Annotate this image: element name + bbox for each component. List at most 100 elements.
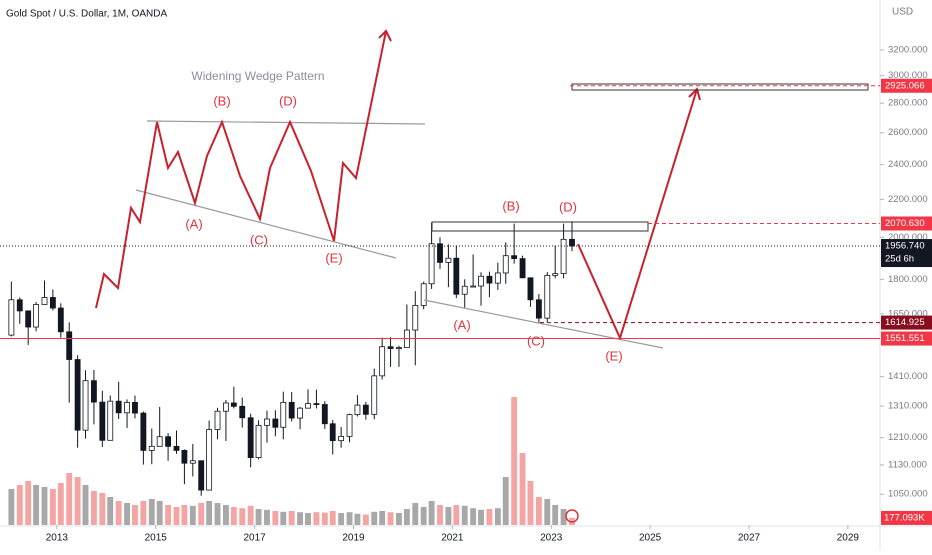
candle-body (206, 429, 213, 491)
arrow-head (378, 29, 392, 42)
wave-label: (C) (250, 232, 268, 247)
price-tag (881, 216, 932, 231)
volume-bar (362, 514, 369, 525)
volume-bar (90, 491, 97, 525)
volume-bar (33, 485, 40, 525)
price-tag (881, 315, 932, 330)
candle-body (371, 375, 378, 415)
volume-bar (247, 505, 254, 525)
candle-body (91, 380, 97, 403)
candle-body (148, 445, 155, 451)
wave-label: (A) (453, 317, 470, 332)
price-tag (881, 78, 932, 93)
pattern-label: Widening Wedge Pattern (191, 69, 324, 83)
candle-body (272, 418, 279, 428)
volume-bar (230, 507, 237, 525)
candle-body (107, 400, 114, 441)
volume-bar (280, 511, 287, 525)
candle-body (379, 346, 386, 377)
candle-body (453, 257, 460, 295)
volume-bar (478, 509, 484, 525)
volume-bar (502, 477, 509, 525)
candle-body (74, 359, 81, 431)
price-tag-label: 1614.925 (885, 317, 925, 328)
candle-body (33, 304, 40, 328)
volume-bar (66, 473, 73, 525)
volume-bar (527, 481, 534, 525)
y-tick-label: 2200.000 (888, 194, 928, 205)
candle-body (313, 403, 320, 405)
x-tick-label: 2025 (639, 533, 662, 544)
price-tag (881, 239, 932, 268)
volume-bar (371, 511, 378, 525)
volume-bar (544, 499, 551, 525)
volume-bar (165, 505, 172, 525)
volume-bar (173, 507, 180, 525)
volume-bar (181, 505, 188, 525)
wave-label: (E) (605, 348, 622, 363)
volume-bar (519, 453, 526, 525)
y-tick-label: 1410.000 (888, 371, 928, 382)
volume-bar (255, 509, 262, 525)
candle-body (519, 258, 526, 279)
volume-bar (222, 505, 229, 525)
volume-bar (25, 481, 32, 525)
volume-bar (198, 503, 205, 525)
volume-tag (881, 510, 932, 525)
candle-body (544, 274, 551, 319)
candle-body (387, 346, 394, 349)
y-tick-label: 1050.000 (888, 489, 928, 500)
volume-bar (264, 509, 270, 525)
price-tag-label: 1551.551 (885, 333, 925, 344)
price-tag (881, 331, 932, 346)
candle-body (16, 299, 23, 312)
candle-body (412, 305, 419, 331)
candle-body (41, 297, 48, 305)
candle-body (264, 418, 270, 426)
candle-body (305, 403, 311, 409)
volume-bar (453, 505, 460, 525)
volume-bar (354, 513, 361, 525)
candle-body (494, 272, 501, 284)
x-tick-label: 2013 (46, 533, 69, 544)
candle-body (354, 404, 361, 416)
volume-bar (346, 512, 353, 525)
candle-body (362, 404, 369, 415)
volume-bar (511, 397, 518, 525)
volume-bar (189, 505, 196, 525)
chart-title: Gold Spot / U.S. Dollar, 1M, OANDA (6, 9, 167, 20)
wave-label: (B) (213, 93, 230, 108)
candle-body (329, 423, 336, 442)
volume-bar (297, 512, 304, 525)
candle-body (173, 445, 180, 451)
volume-bar (428, 501, 435, 525)
y-tick-label: 1650.000 (888, 309, 928, 320)
arrow-head (688, 87, 701, 101)
y-tick-label: 2800.000 (888, 98, 928, 109)
volume-bar (140, 501, 147, 525)
range-box (431, 221, 649, 232)
volume-bar (470, 508, 477, 525)
candle-body (57, 307, 64, 333)
volume-bar (214, 503, 221, 525)
candle-body (25, 310, 32, 328)
candle-body (396, 347, 402, 349)
volume-bar (329, 511, 336, 525)
candle-body (49, 297, 56, 309)
candle-body (280, 401, 287, 428)
x-tick-label: 2029 (837, 533, 860, 544)
volume-bar (305, 513, 311, 525)
countdown-label: 25d 6h (885, 254, 914, 265)
volume-bar (445, 507, 452, 525)
y-tick-label: 3000.000 (888, 70, 928, 81)
candle-body (230, 402, 237, 407)
candle-body (140, 412, 147, 451)
candle-body (560, 238, 567, 275)
volume-bar (16, 485, 23, 525)
candle-body (132, 401, 138, 414)
candle-body (66, 331, 73, 360)
wave-label: (B) (502, 198, 519, 213)
x-tick-label: 2015 (145, 533, 168, 544)
volume-bar (313, 512, 320, 525)
